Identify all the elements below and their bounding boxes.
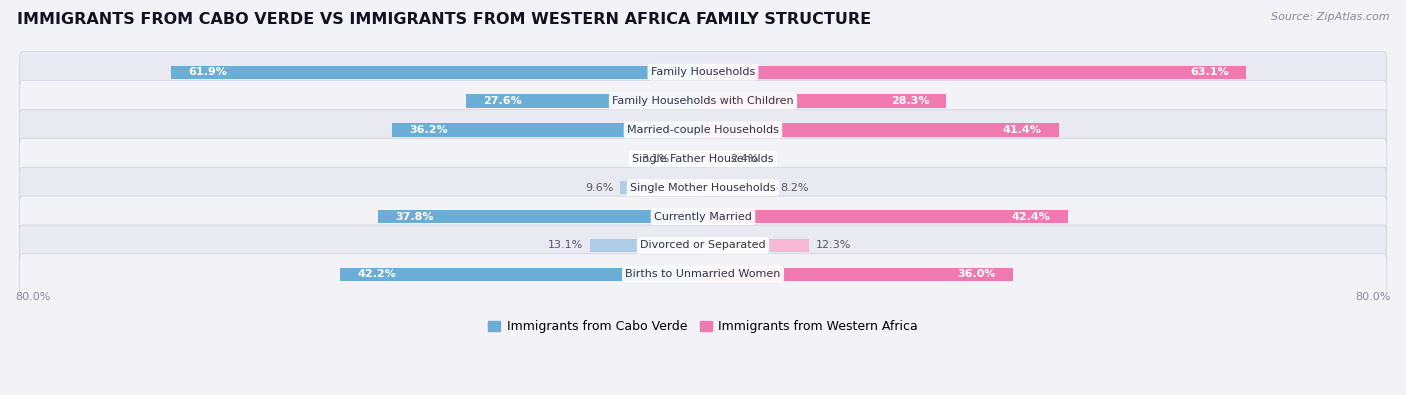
Text: 80.0%: 80.0% [1355, 292, 1391, 302]
Text: Family Households: Family Households [651, 67, 755, 77]
Text: Source: ZipAtlas.com: Source: ZipAtlas.com [1271, 12, 1389, 22]
Bar [703, 123, 1059, 137]
Bar [591, 239, 703, 252]
Text: Single Father Households: Single Father Households [633, 154, 773, 164]
FancyBboxPatch shape [20, 138, 1386, 179]
Bar [392, 123, 703, 137]
Bar [465, 94, 703, 108]
Bar [703, 268, 1012, 281]
Text: 42.4%: 42.4% [1011, 212, 1050, 222]
Text: 13.1%: 13.1% [548, 241, 583, 250]
Bar [620, 181, 703, 194]
Text: Births to Unmarried Women: Births to Unmarried Women [626, 269, 780, 279]
Text: 36.2%: 36.2% [409, 125, 447, 135]
Legend: Immigrants from Cabo Verde, Immigrants from Western Africa: Immigrants from Cabo Verde, Immigrants f… [482, 316, 924, 339]
Text: IMMIGRANTS FROM CABO VERDE VS IMMIGRANTS FROM WESTERN AFRICA FAMILY STRUCTURE: IMMIGRANTS FROM CABO VERDE VS IMMIGRANTS… [17, 12, 870, 27]
FancyBboxPatch shape [20, 167, 1386, 208]
FancyBboxPatch shape [20, 81, 1386, 122]
Bar [703, 210, 1067, 223]
Text: 2.4%: 2.4% [731, 154, 759, 164]
Text: 61.9%: 61.9% [188, 67, 226, 77]
Text: 28.3%: 28.3% [890, 96, 929, 106]
Bar [703, 239, 808, 252]
Text: 41.4%: 41.4% [1002, 125, 1042, 135]
Bar [340, 268, 703, 281]
Bar [703, 181, 773, 194]
Bar [676, 152, 703, 166]
Bar [703, 94, 946, 108]
Bar [703, 66, 1246, 79]
Text: Married-couple Households: Married-couple Households [627, 125, 779, 135]
Bar [703, 152, 724, 166]
Text: Family Households with Children: Family Households with Children [612, 96, 794, 106]
Text: 80.0%: 80.0% [15, 292, 51, 302]
Text: 12.3%: 12.3% [815, 241, 851, 250]
FancyBboxPatch shape [20, 52, 1386, 93]
Text: 42.2%: 42.2% [357, 269, 396, 279]
Text: Divorced or Separated: Divorced or Separated [640, 241, 766, 250]
Text: 36.0%: 36.0% [957, 269, 995, 279]
Text: 63.1%: 63.1% [1189, 67, 1229, 77]
Text: 37.8%: 37.8% [395, 212, 433, 222]
Bar [378, 210, 703, 223]
Text: Currently Married: Currently Married [654, 212, 752, 222]
Text: 9.6%: 9.6% [585, 183, 613, 193]
FancyBboxPatch shape [20, 109, 1386, 150]
Text: Single Mother Households: Single Mother Households [630, 183, 776, 193]
Bar [170, 66, 703, 79]
Text: 27.6%: 27.6% [482, 96, 522, 106]
FancyBboxPatch shape [20, 196, 1386, 237]
FancyBboxPatch shape [20, 225, 1386, 266]
FancyBboxPatch shape [20, 254, 1386, 295]
Text: 8.2%: 8.2% [780, 183, 808, 193]
Text: 3.1%: 3.1% [641, 154, 669, 164]
